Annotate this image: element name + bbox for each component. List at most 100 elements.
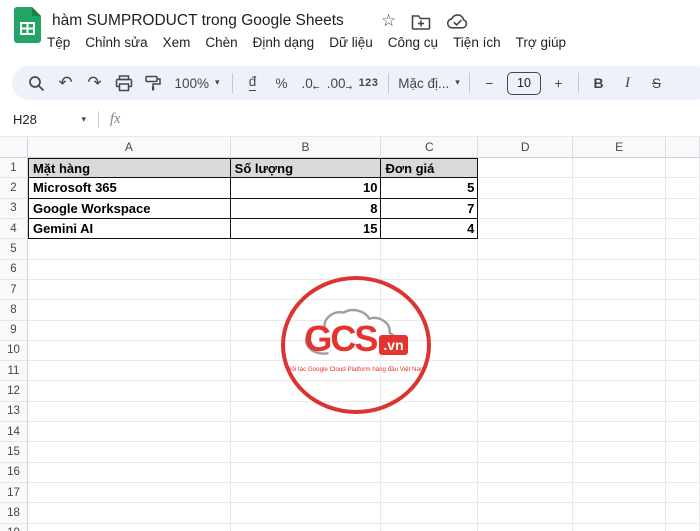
- cell[interactable]: [666, 483, 700, 504]
- cell[interactable]: [27, 239, 231, 260]
- percent-format-button[interactable]: %: [267, 70, 296, 96]
- row-header[interactable]: 18: [0, 503, 28, 524]
- cell[interactable]: [27, 462, 231, 483]
- cell[interactable]: [230, 483, 382, 504]
- cell[interactable]: [231, 523, 382, 531]
- cell[interactable]: [27, 442, 231, 463]
- menu-item[interactable]: Dữ liệu: [329, 35, 373, 50]
- increase-font-size-button[interactable]: +: [544, 70, 573, 96]
- row-header[interactable]: 10: [0, 340, 28, 362]
- cell[interactable]: 15: [230, 218, 382, 240]
- cell[interactable]: [381, 483, 479, 504]
- cell[interactable]: [573, 381, 667, 402]
- cell[interactable]: [381, 523, 479, 531]
- undo-button[interactable]: ↶: [51, 70, 80, 96]
- cell[interactable]: [27, 422, 231, 443]
- row-header[interactable]: 5: [0, 239, 28, 260]
- font-select[interactable]: Mặc đị... ▾: [396, 70, 462, 96]
- cell[interactable]: [666, 361, 700, 382]
- cell[interactable]: [666, 523, 700, 531]
- redo-button[interactable]: ↷: [80, 70, 109, 96]
- search-button[interactable]: [22, 70, 51, 96]
- cell[interactable]: [478, 320, 574, 341]
- row-header[interactable]: 13: [0, 401, 28, 423]
- document-title[interactable]: hàm SUMPRODUCT trong Google Sheets: [52, 12, 344, 29]
- strikethrough-button[interactable]: S: [642, 70, 671, 96]
- row-header[interactable]: 4: [0, 218, 28, 240]
- cell[interactable]: Google Workspace: [27, 198, 231, 219]
- cell[interactable]: [27, 279, 231, 301]
- cell[interactable]: [478, 340, 574, 362]
- column-header[interactable]: A: [27, 137, 231, 158]
- cell[interactable]: [27, 320, 231, 341]
- cell[interactable]: [573, 503, 667, 524]
- cell[interactable]: [230, 422, 382, 443]
- cell[interactable]: 7: [381, 198, 479, 219]
- cell[interactable]: [28, 523, 231, 531]
- cell[interactable]: [573, 340, 667, 362]
- row-header[interactable]: 14: [0, 422, 28, 443]
- cell[interactable]: [573, 320, 667, 341]
- cell[interactable]: [573, 300, 667, 321]
- cell[interactable]: [573, 178, 667, 199]
- cell[interactable]: [27, 503, 231, 524]
- cell[interactable]: [381, 422, 479, 443]
- cell[interactable]: [478, 259, 574, 280]
- cell[interactable]: [666, 158, 700, 179]
- cell[interactable]: [573, 422, 667, 443]
- cell[interactable]: [666, 239, 700, 260]
- cloud-saved-icon[interactable]: [446, 13, 468, 30]
- cell[interactable]: [478, 381, 574, 402]
- cell[interactable]: [666, 178, 700, 199]
- cell[interactable]: [573, 218, 667, 240]
- cell[interactable]: [666, 422, 700, 443]
- decrease-font-size-button[interactable]: −: [475, 70, 504, 96]
- cell[interactable]: [381, 300, 479, 321]
- cell[interactable]: [478, 158, 574, 179]
- cell[interactable]: [666, 300, 700, 321]
- cell[interactable]: [573, 523, 667, 531]
- cell[interactable]: [381, 239, 479, 260]
- menu-item[interactable]: Xem: [162, 35, 191, 50]
- cell[interactable]: [573, 158, 667, 179]
- cell[interactable]: [573, 239, 667, 260]
- cell[interactable]: [230, 401, 382, 423]
- decrease-decimal-button[interactable]: .0 ←: [296, 70, 325, 96]
- cell[interactable]: [230, 442, 382, 463]
- cell[interactable]: [666, 442, 700, 463]
- cell[interactable]: [478, 300, 574, 321]
- cell[interactable]: [573, 462, 667, 483]
- paint-format-button[interactable]: [138, 70, 167, 96]
- currency-format-button[interactable]: đ: [238, 70, 267, 96]
- row-header[interactable]: 9: [0, 320, 28, 341]
- cell[interactable]: [478, 442, 574, 463]
- cell[interactable]: [381, 503, 479, 524]
- cell[interactable]: [573, 401, 667, 423]
- menu-item[interactable]: Định dạng: [252, 35, 315, 50]
- sheets-logo-icon[interactable]: [14, 7, 41, 43]
- cell[interactable]: [666, 462, 700, 483]
- cell[interactable]: [27, 381, 231, 402]
- row-header[interactable]: 17: [0, 483, 28, 504]
- cell[interactable]: [573, 361, 667, 382]
- cell[interactable]: [27, 361, 231, 382]
- cell[interactable]: [230, 239, 382, 260]
- star-icon[interactable]: ☆: [381, 11, 397, 31]
- cell[interactable]: [381, 462, 479, 483]
- row-header[interactable]: 7: [0, 279, 28, 301]
- cell[interactable]: [230, 503, 382, 524]
- cell[interactable]: 5: [381, 178, 479, 199]
- cell[interactable]: [478, 178, 574, 199]
- name-box[interactable]: H28 ▾: [0, 112, 86, 127]
- italic-button[interactable]: I: [613, 70, 642, 96]
- cell[interactable]: [478, 422, 574, 443]
- formula-input[interactable]: [120, 103, 700, 136]
- cell[interactable]: [381, 259, 479, 280]
- cell[interactable]: Microsoft 365: [27, 178, 231, 199]
- row-header[interactable]: 8: [0, 300, 28, 321]
- row-header[interactable]: 12: [0, 381, 28, 402]
- cell[interactable]: [27, 401, 231, 423]
- cell[interactable]: [478, 462, 574, 483]
- column-header[interactable]: C: [381, 137, 479, 158]
- cell[interactable]: Mặt hàng: [27, 158, 231, 179]
